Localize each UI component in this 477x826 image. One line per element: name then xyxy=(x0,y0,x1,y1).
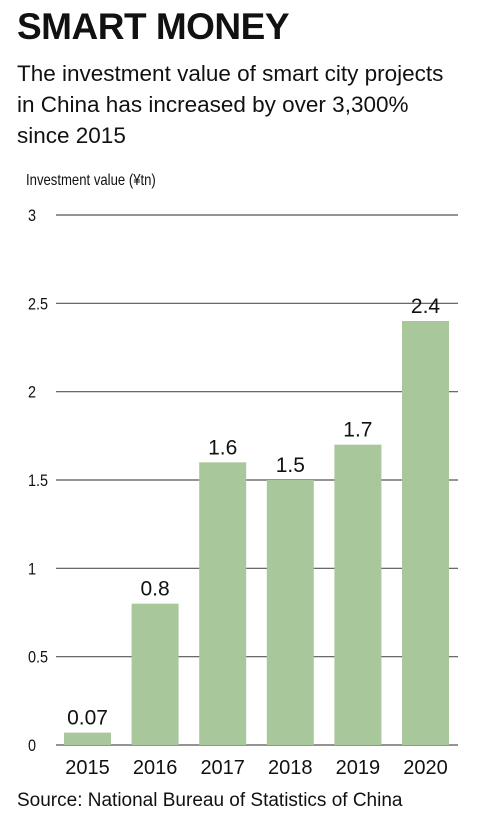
gridlines xyxy=(56,214,458,746)
y-tick-label: 1.5 xyxy=(28,472,48,490)
bar-2019 xyxy=(334,444,382,745)
y-axis-label: Investment value (¥tn) xyxy=(26,172,156,189)
bar-2015 xyxy=(64,732,111,745)
source-note: Source: National Bureau of Statistics of… xyxy=(17,790,403,811)
x-tick-label-2016: 2016 xyxy=(133,757,178,779)
y-tick-label: 3 xyxy=(28,207,36,225)
bar-2016 xyxy=(131,603,179,745)
y-tick-label: 1 xyxy=(28,560,36,578)
bars xyxy=(64,321,449,745)
x-tick-label-2020: 2020 xyxy=(403,757,448,779)
data-labels: 0.07 0.8 1.6 1.5 1.7 2.4 xyxy=(67,295,440,730)
y-tick-label: 2 xyxy=(28,384,36,402)
bar-2020 xyxy=(402,321,449,745)
bar-2018 xyxy=(266,480,314,745)
chart-subtitle: The investment value of smart city proje… xyxy=(17,61,444,148)
chart-title: SMART MONEY xyxy=(17,6,290,47)
data-label-2017: 1.6 xyxy=(208,436,237,459)
data-label-2016: 0.8 xyxy=(140,578,169,601)
bar-2017 xyxy=(199,462,247,745)
data-label-2019: 1.7 xyxy=(343,419,372,442)
y-tick-label: 2.5 xyxy=(28,295,48,313)
y-tick-label: 0 xyxy=(28,737,36,755)
y-tick-label: 0.5 xyxy=(28,649,48,667)
data-label-2015: 0.07 xyxy=(67,707,108,730)
x-tick-label-2015: 2015 xyxy=(65,757,110,779)
x-tick-label-2017: 2017 xyxy=(200,757,245,779)
x-tick-labels: 2015 2016 2017 2018 2019 2020 xyxy=(65,757,448,779)
x-tick-label-2018: 2018 xyxy=(268,757,313,779)
data-label-2018: 1.5 xyxy=(276,454,305,477)
x-tick-label-2019: 2019 xyxy=(336,757,381,779)
y-tick-labels: 0 0.5 1 1.5 2 2.5 3 xyxy=(28,207,48,755)
data-label-2020: 2.4 xyxy=(411,295,441,318)
